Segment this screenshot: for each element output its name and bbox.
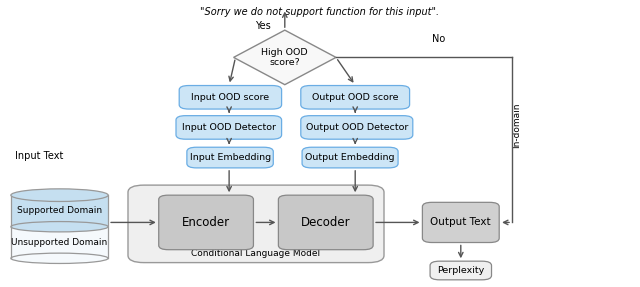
FancyBboxPatch shape xyxy=(302,147,398,168)
FancyBboxPatch shape xyxy=(128,185,384,263)
FancyBboxPatch shape xyxy=(278,195,373,250)
Bar xyxy=(11,227,108,258)
Ellipse shape xyxy=(11,222,108,232)
Bar xyxy=(11,195,108,227)
Text: Input Text: Input Text xyxy=(15,152,64,161)
Text: No: No xyxy=(432,34,445,44)
Text: Input OOD score: Input OOD score xyxy=(191,93,269,102)
Text: Conditional Language Model: Conditional Language Model xyxy=(191,249,321,258)
FancyBboxPatch shape xyxy=(159,195,253,250)
FancyBboxPatch shape xyxy=(301,86,410,109)
Text: Unsupported Domain: Unsupported Domain xyxy=(12,238,108,247)
Text: Output OOD Detector: Output OOD Detector xyxy=(306,123,408,132)
Ellipse shape xyxy=(11,189,108,201)
Polygon shape xyxy=(234,30,336,85)
FancyBboxPatch shape xyxy=(179,86,282,109)
FancyBboxPatch shape xyxy=(422,202,499,243)
Text: Supported Domain: Supported Domain xyxy=(17,206,102,216)
Text: Output Embedding: Output Embedding xyxy=(305,153,395,162)
Text: Yes: Yes xyxy=(255,21,270,31)
Text: Output OOD score: Output OOD score xyxy=(312,93,399,102)
Text: In-domain: In-domain xyxy=(513,102,522,148)
FancyBboxPatch shape xyxy=(176,116,282,139)
Ellipse shape xyxy=(11,253,108,263)
FancyBboxPatch shape xyxy=(301,116,413,139)
Text: Encoder: Encoder xyxy=(182,216,230,229)
Text: Input Embedding: Input Embedding xyxy=(189,153,271,162)
Text: Input OOD Detector: Input OOD Detector xyxy=(182,123,276,132)
Text: Decoder: Decoder xyxy=(301,216,351,229)
Text: Perplexity: Perplexity xyxy=(437,266,484,275)
Text: Output Text: Output Text xyxy=(431,218,491,227)
Text: High OOD
score?: High OOD score? xyxy=(262,48,308,67)
FancyBboxPatch shape xyxy=(187,147,273,168)
FancyBboxPatch shape xyxy=(430,261,492,280)
Text: "Sorry we do not support function for this input".: "Sorry we do not support function for th… xyxy=(200,7,440,17)
